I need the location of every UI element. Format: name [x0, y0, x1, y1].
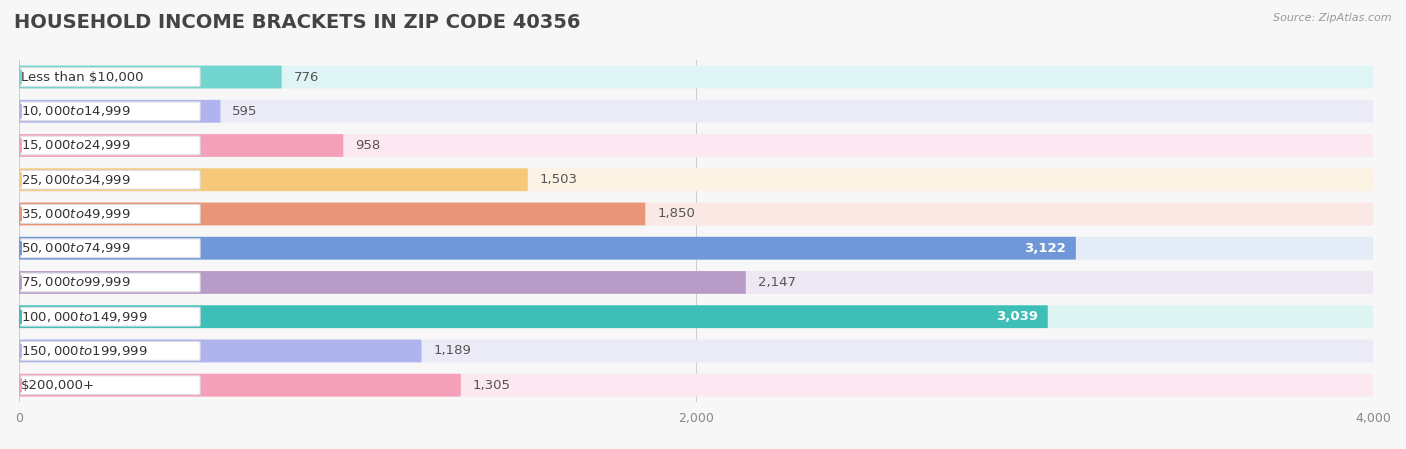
Text: $50,000 to $74,999: $50,000 to $74,999 — [21, 241, 131, 255]
Text: 1,305: 1,305 — [472, 379, 510, 392]
FancyBboxPatch shape — [21, 136, 200, 155]
Text: Less than $10,000: Less than $10,000 — [21, 70, 143, 84]
FancyBboxPatch shape — [20, 339, 1374, 362]
FancyBboxPatch shape — [21, 342, 200, 361]
FancyBboxPatch shape — [20, 66, 281, 88]
FancyBboxPatch shape — [21, 170, 200, 189]
Text: $100,000 to $149,999: $100,000 to $149,999 — [21, 310, 148, 324]
FancyBboxPatch shape — [20, 339, 422, 362]
FancyBboxPatch shape — [20, 134, 343, 157]
Text: $150,000 to $199,999: $150,000 to $199,999 — [21, 344, 148, 358]
Text: HOUSEHOLD INCOME BRACKETS IN ZIP CODE 40356: HOUSEHOLD INCOME BRACKETS IN ZIP CODE 40… — [14, 13, 581, 32]
Text: 3,039: 3,039 — [995, 310, 1038, 323]
FancyBboxPatch shape — [20, 134, 1374, 157]
Text: $25,000 to $34,999: $25,000 to $34,999 — [21, 173, 131, 187]
FancyBboxPatch shape — [20, 202, 1374, 225]
Text: 1,850: 1,850 — [657, 207, 695, 220]
FancyBboxPatch shape — [20, 237, 1374, 260]
Text: 1,503: 1,503 — [540, 173, 578, 186]
Text: 1,189: 1,189 — [433, 344, 471, 357]
FancyBboxPatch shape — [20, 100, 1374, 123]
FancyBboxPatch shape — [21, 239, 200, 258]
FancyBboxPatch shape — [21, 102, 200, 121]
FancyBboxPatch shape — [20, 168, 527, 191]
Text: 3,122: 3,122 — [1024, 242, 1066, 255]
FancyBboxPatch shape — [20, 374, 461, 396]
FancyBboxPatch shape — [21, 205, 200, 224]
Text: Source: ZipAtlas.com: Source: ZipAtlas.com — [1274, 13, 1392, 23]
FancyBboxPatch shape — [20, 374, 1374, 396]
Text: 958: 958 — [356, 139, 381, 152]
FancyBboxPatch shape — [21, 68, 200, 86]
FancyBboxPatch shape — [20, 237, 1076, 260]
FancyBboxPatch shape — [21, 307, 200, 326]
FancyBboxPatch shape — [20, 168, 1374, 191]
FancyBboxPatch shape — [20, 305, 1374, 328]
FancyBboxPatch shape — [20, 271, 745, 294]
Text: 2,147: 2,147 — [758, 276, 796, 289]
FancyBboxPatch shape — [21, 376, 200, 395]
Text: $15,000 to $24,999: $15,000 to $24,999 — [21, 138, 131, 153]
Text: $10,000 to $14,999: $10,000 to $14,999 — [21, 104, 131, 118]
Text: 595: 595 — [232, 105, 257, 118]
Text: 776: 776 — [294, 70, 319, 84]
FancyBboxPatch shape — [20, 66, 1374, 88]
FancyBboxPatch shape — [21, 273, 200, 292]
Text: $35,000 to $49,999: $35,000 to $49,999 — [21, 207, 131, 221]
Text: $75,000 to $99,999: $75,000 to $99,999 — [21, 275, 131, 290]
FancyBboxPatch shape — [20, 271, 1374, 294]
FancyBboxPatch shape — [20, 202, 645, 225]
FancyBboxPatch shape — [20, 305, 1047, 328]
Text: $200,000+: $200,000+ — [21, 379, 96, 392]
FancyBboxPatch shape — [20, 100, 221, 123]
